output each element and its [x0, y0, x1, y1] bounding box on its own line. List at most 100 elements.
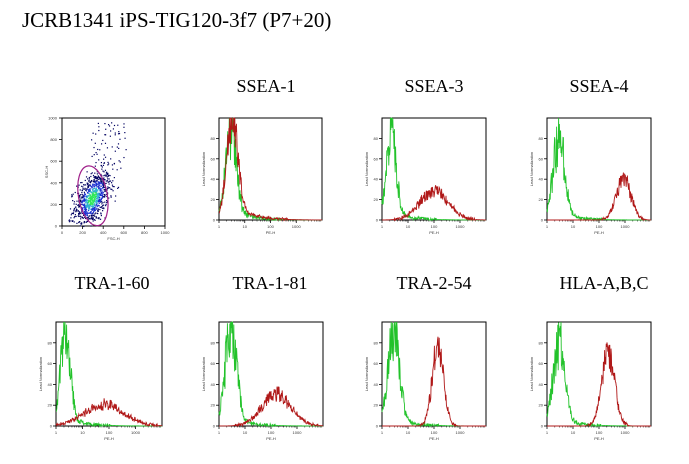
scatter-point: [87, 204, 89, 206]
scatter-point: [85, 184, 87, 186]
x-tick-label: 0: [61, 230, 64, 235]
scatter-point: [84, 213, 86, 215]
x-tick-label: 1000: [456, 224, 466, 229]
scatter-point: [93, 205, 95, 207]
scatter-point: [102, 210, 104, 212]
scatter-point: [94, 189, 96, 192]
scatter-point: [93, 146, 95, 149]
x-tick-label: 10: [243, 430, 248, 435]
scatter-point: [93, 204, 96, 207]
scatter-point: [98, 200, 101, 202]
scatter-point: [97, 176, 99, 178]
scatter-point: [90, 201, 92, 203]
scatter-point: [97, 196, 99, 199]
scatter-point: [106, 172, 108, 174]
scatter-point: [80, 203, 82, 206]
scatter-point: [105, 174, 107, 176]
scatter-point: [107, 175, 109, 177]
y-tick-label: 60: [211, 156, 216, 161]
y-tick-label: 80: [211, 340, 216, 345]
x-tick-label: 100: [596, 430, 603, 435]
scatter-point: [102, 182, 104, 185]
scatter-point: [103, 175, 105, 177]
scatter-point: [88, 195, 90, 197]
scatter-point: [83, 198, 85, 200]
scatter-point: [93, 219, 95, 221]
scatter-point: [82, 194, 84, 196]
scatter-point: [85, 201, 87, 204]
scatter-point: [78, 204, 80, 206]
scatter-point: [102, 192, 104, 194]
x-tick-label: 10: [571, 430, 576, 435]
scatter-point: [94, 165, 96, 167]
scatter-point: [94, 194, 96, 197]
scatter-point: [94, 192, 96, 194]
scatter-point: [89, 202, 92, 205]
x-tick-label: 1: [381, 430, 384, 435]
scatter-point: [97, 209, 99, 211]
scatter-point: [87, 184, 89, 186]
scatter-point: [95, 183, 98, 185]
x-tick-label: 1000: [161, 230, 171, 235]
scatter-point: [83, 191, 86, 193]
scatter-point: [101, 206, 103, 208]
scatter-point: [100, 192, 103, 195]
scatter-point: [119, 138, 121, 140]
scatter-point: [112, 128, 115, 130]
scatter-point: [90, 180, 92, 183]
scatter-point: [100, 212, 102, 214]
scatter-point: [85, 197, 87, 199]
scatter-point: [81, 196, 83, 198]
scatter-point: [112, 185, 114, 188]
scatter-point: [91, 184, 94, 186]
scatter-point: [101, 183, 104, 185]
scatter-point: [107, 164, 109, 166]
plot-frame: [61, 117, 166, 227]
scatter-point: [91, 199, 94, 202]
scatter-point: [89, 195, 91, 197]
scatter-point: [93, 198, 96, 200]
scatter-point: [87, 185, 89, 187]
scatter-point: [95, 177, 98, 180]
scatter-point: [89, 198, 91, 200]
scatter-point: [81, 197, 84, 199]
panel-title-tra-1-81: TRA-1-81: [232, 273, 308, 293]
scatter-point: [68, 221, 71, 223]
x-tick-label: 100: [596, 224, 603, 229]
scatter-point: [83, 210, 86, 213]
scatter-point: [89, 218, 91, 220]
scatter-point: [97, 176, 99, 179]
y-tick-label: 0: [376, 424, 379, 429]
scatter-point: [99, 206, 101, 208]
scatter-point: [81, 200, 83, 202]
scatter-point: [110, 130, 112, 132]
scatter-point: [86, 204, 88, 207]
scatter-point: [100, 213, 102, 215]
scatter-point: [103, 184, 105, 186]
scatter-point: [74, 215, 76, 218]
histogram-control: [55, 321, 162, 428]
scatter-point: [89, 215, 91, 217]
scatter-point: [84, 193, 86, 196]
scatter-point: [94, 199, 96, 202]
scatter-point: [96, 173, 98, 175]
scatter-point: [88, 185, 90, 187]
y-tick-label: 20: [374, 403, 379, 408]
scatter-point: [74, 191, 76, 194]
scatter-point: [81, 193, 83, 196]
histogram-stained: [55, 398, 163, 428]
scatter-point: [118, 147, 120, 150]
scatter-point: [97, 212, 99, 215]
scatter-point: [103, 177, 105, 179]
scatter-point: [116, 169, 118, 171]
scatter-point: [92, 220, 94, 222]
scatter-point: [81, 185, 83, 187]
scatter-point: [103, 207, 105, 210]
scatter-point: [97, 192, 100, 194]
scatter-point: [90, 217, 92, 219]
scatter-point: [107, 124, 110, 126]
scatter-point: [101, 203, 103, 205]
x-tick-label: 1000: [621, 430, 631, 435]
scatter-point: [85, 212, 87, 214]
scatter-point: [95, 185, 98, 187]
